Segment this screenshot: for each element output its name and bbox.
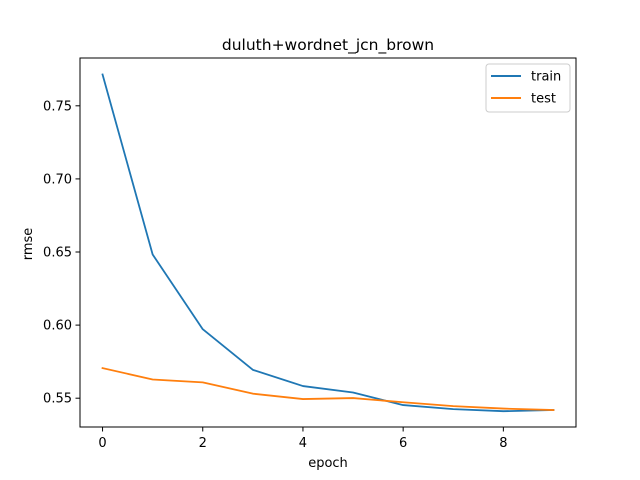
x-tick-label: 2 (199, 436, 207, 451)
legend-label-train: train (531, 70, 561, 85)
x-tick-label: 4 (299, 436, 307, 451)
series-lines (101, 73, 555, 413)
y-tick-label: 0.60 (43, 319, 72, 334)
plot-frame (79, 57, 577, 428)
y-axis-label: rmse (21, 228, 36, 261)
x-tick-label: 0 (98, 436, 106, 451)
series-line-train (101, 73, 555, 413)
x-tick-label: 8 (499, 436, 507, 451)
y-tick-label: 0.75 (43, 99, 72, 114)
legend: train test (485, 63, 571, 113)
chart-title: duluth+wordnet_jcn_brown (222, 36, 434, 55)
y-tick-label: 0.65 (43, 246, 72, 261)
y-tick-label: 0.55 (43, 392, 72, 407)
x-axis: 0 2 4 6 8 (98, 427, 507, 451)
x-tick-label: 6 (399, 436, 407, 451)
legend-label-test: test (531, 92, 556, 107)
series-line-test (101, 367, 555, 411)
y-tick-label: 0.70 (43, 172, 72, 187)
x-axis-label: epoch (308, 456, 348, 471)
y-axis: 0.55 0.60 0.65 0.70 0.75 (43, 99, 80, 407)
plot-area (79, 57, 577, 428)
